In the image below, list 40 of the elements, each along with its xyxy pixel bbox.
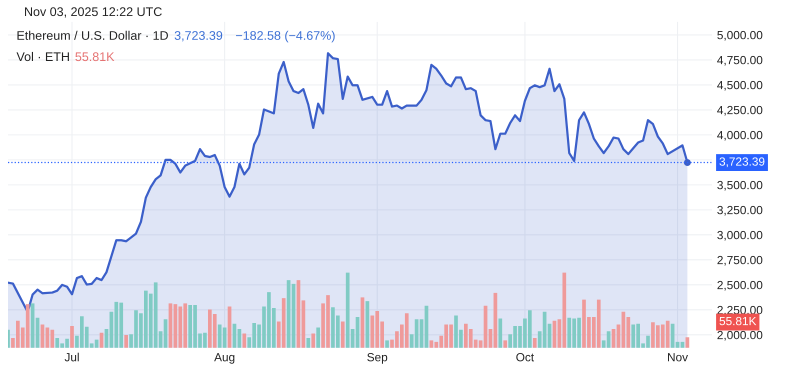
ref-line-label: 3,723.39	[719, 157, 764, 168]
bar	[360, 297, 364, 348]
y-tick-label: 2,750.00	[717, 256, 762, 266]
x-tick-label: Aug	[214, 353, 234, 364]
bar	[532, 338, 537, 348]
x-tick-label: Oct	[516, 353, 534, 362]
bar	[686, 337, 690, 348]
text: 55.81K	[720, 316, 756, 326]
annotation: Vol · ETH	[16, 52, 69, 62]
annotation: −182.58 (−4.67%)	[236, 30, 335, 42]
annotation: 55.81K	[75, 52, 114, 62]
y-tick-label: 2,250.00	[717, 306, 762, 316]
y-tick-label: 4,250.00	[717, 106, 762, 116]
y-tick-label: 5,000.00	[717, 30, 762, 41]
y-tick-label: 3,500.00	[717, 180, 762, 191]
text: Nov 03, 2025 12:22 UTC	[25, 7, 162, 18]
x-tick-label: Jul	[64, 352, 79, 362]
y-tick-label: 4,500.00	[717, 80, 762, 91]
bar	[228, 306, 232, 348]
y-tick-label: 3,000.00	[717, 230, 762, 241]
y-tick-label: 4,750.00	[717, 56, 762, 66]
bar	[316, 328, 320, 348]
bar	[311, 334, 316, 348]
bar	[100, 332, 104, 348]
annotation: 3,723.39	[174, 31, 222, 42]
y-tick-label: 4,000.00	[717, 130, 762, 141]
text: Ethereum / U.S. Dollar · 1D	[17, 30, 168, 40]
y-tick-label: 2,500.00	[717, 280, 762, 291]
x-tick-label: Sep	[367, 353, 388, 364]
bar	[242, 334, 246, 348]
bar	[385, 340, 389, 348]
bar	[70, 326, 74, 348]
bar	[340, 322, 345, 348]
y-tick-label: 3,250.00	[717, 206, 762, 216]
bar	[124, 335, 128, 348]
bar	[366, 301, 370, 348]
bar	[498, 318, 502, 348]
y-tick-label: 2,000.00	[717, 330, 762, 341]
bar	[306, 338, 310, 348]
x-tick-label: Nov	[668, 353, 688, 362]
